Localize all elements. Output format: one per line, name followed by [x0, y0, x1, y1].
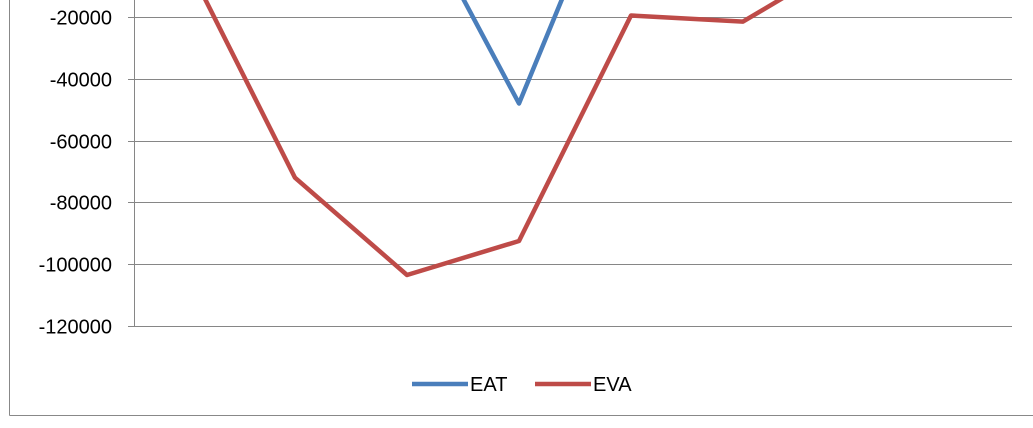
series-line-eva — [203, 0, 784, 278]
gridlines — [134, 17, 1012, 327]
y-tick-label: -40000 — [50, 70, 112, 92]
legend-label-eat: EAT — [470, 374, 507, 396]
y-tick-label: -80000 — [50, 193, 112, 215]
y-tick-label: -120000 — [39, 317, 112, 339]
series-lines — [203, 0, 784, 278]
y-tick-label: -20000 — [50, 8, 112, 30]
y-tick-label: -60000 — [50, 132, 112, 154]
legend: EAT EVA — [412, 374, 632, 396]
y-tick-label: -100000 — [39, 255, 112, 277]
y-axis: -20000 -40000 -60000 -80000 -100000 -120000 — [39, 0, 135, 339]
series-line-eat — [461, 0, 565, 106]
legend-label-eva: EVA — [593, 374, 632, 396]
